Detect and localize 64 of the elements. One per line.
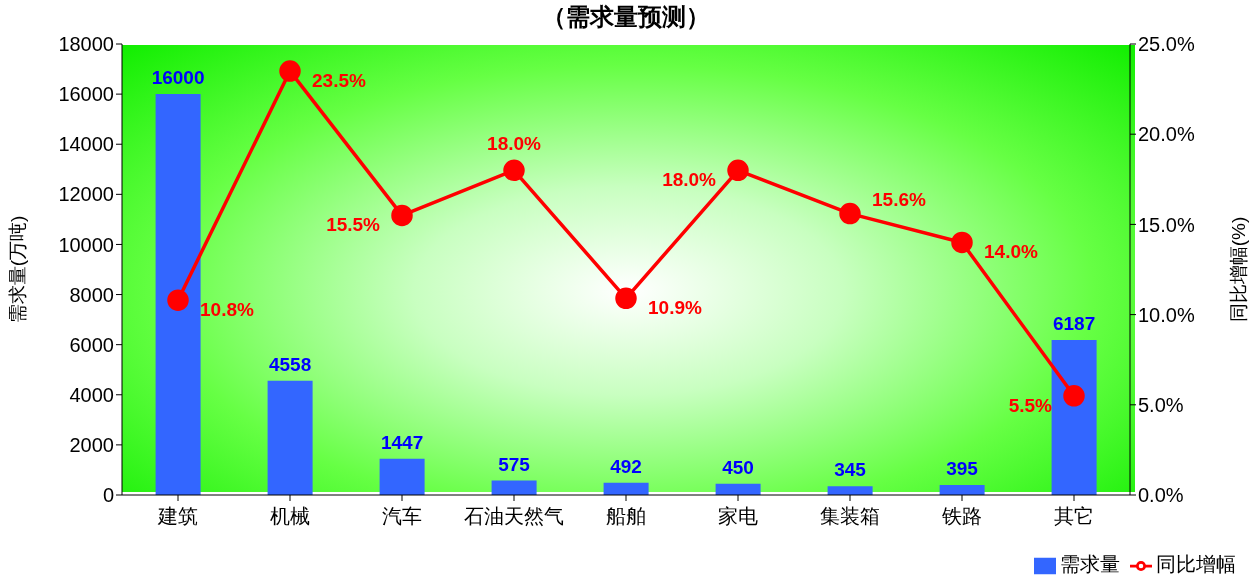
bar: [379, 458, 425, 495]
y-tick-label: 16000: [58, 83, 114, 106]
bar: [155, 94, 201, 495]
y2-tick-label: 5.0%: [1138, 393, 1184, 416]
data-label: 10.9%: [648, 297, 702, 319]
bar: [267, 380, 313, 495]
data-label: 16000: [151, 67, 205, 89]
x-tick-label: 集装箱: [820, 505, 880, 528]
y2-tick-label: 15.0%: [1138, 213, 1195, 236]
data-label: 450: [722, 456, 754, 478]
y-tick-label: 2000: [69, 433, 114, 456]
x-tick-label: 船舶: [606, 505, 646, 528]
data-label: 14.0%: [984, 241, 1038, 263]
y-tick-label: 8000: [69, 283, 114, 306]
data-label: 1447: [380, 431, 424, 453]
x-tick-label: 石油天然气: [464, 505, 564, 528]
x-tick-label: 汽车: [382, 505, 422, 528]
y-tick-label: 10000: [58, 233, 114, 256]
data-label: 18.0%: [487, 133, 542, 155]
y2-tick-label: 10.0%: [1138, 303, 1195, 326]
data-label: 345: [834, 459, 867, 481]
x-tick-label: 家电: [718, 505, 758, 528]
bar: [1051, 339, 1097, 495]
point: [615, 287, 637, 310]
bar: [491, 480, 537, 495]
y-tick-label: 14000: [58, 133, 114, 156]
data-label: 575: [498, 453, 531, 475]
legend-label: 需求量: [1060, 553, 1120, 575]
point: [839, 202, 861, 225]
data-label: 15.6%: [872, 188, 926, 210]
x-tick-label: 铁路: [941, 505, 982, 528]
bar: [827, 486, 873, 495]
point: [167, 289, 189, 311]
y-tick-label: 6000: [69, 333, 114, 356]
x-tick-label: 其它: [1054, 505, 1094, 528]
y2-axis-title: 同比增幅(%): [1227, 216, 1249, 323]
bar: [939, 485, 985, 495]
point: [503, 159, 525, 182]
y2-tick-label: 20.0%: [1138, 123, 1195, 146]
data-label: 10.8%: [200, 299, 254, 321]
data-label: 6187: [1052, 312, 1096, 334]
y-tick-label: 0: [102, 484, 114, 507]
point: [727, 159, 749, 182]
x-tick-label: 建筑: [157, 505, 198, 528]
point: [279, 60, 301, 82]
y-axis-title: 需求量(万吨): [6, 215, 28, 324]
data-label: 492: [610, 455, 642, 477]
legend-label: 同比增幅: [1156, 553, 1236, 575]
data-label: 15.5%: [326, 214, 381, 236]
y2-tick-label: 25.0%: [1138, 33, 1195, 56]
y2-tick-label: 0.0%: [1138, 484, 1184, 507]
y-tick-label: 4000: [69, 383, 114, 406]
data-label: 395: [946, 458, 979, 480]
data-label: 23.5%: [312, 70, 366, 92]
y-tick-label: 18000: [58, 33, 114, 56]
x-tick-label: 机械: [270, 505, 310, 528]
data-label: 5.5%: [1008, 394, 1053, 416]
point: [1063, 385, 1085, 407]
data-label: 18.0%: [662, 169, 717, 191]
point: [391, 204, 413, 227]
data-label: 4558: [268, 353, 312, 375]
chart-title: （需求量预测）: [540, 2, 711, 32]
y-tick-label: 12000: [58, 183, 114, 206]
point: [951, 231, 973, 254]
